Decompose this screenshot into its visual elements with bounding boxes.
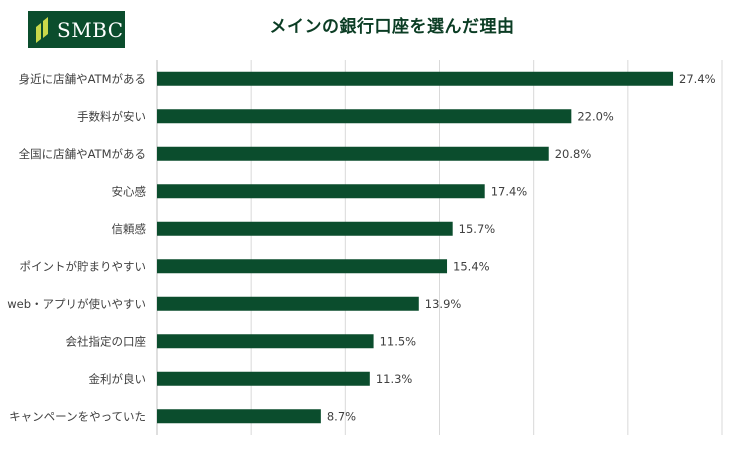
value-label: 27.4% bbox=[679, 72, 716, 86]
bar bbox=[157, 371, 370, 386]
bar bbox=[157, 334, 374, 349]
value-label: 11.3% bbox=[376, 372, 413, 386]
category-label: 金利が良い bbox=[89, 372, 147, 386]
bar bbox=[157, 409, 321, 424]
bar bbox=[157, 259, 448, 274]
value-label: 8.7% bbox=[327, 409, 356, 423]
category-label: ポイントが貯まりやすい bbox=[20, 259, 147, 273]
category-label: キャンペーンをやっていた bbox=[9, 409, 146, 423]
value-label: 22.0% bbox=[577, 109, 614, 123]
chart-title: メインの銀行口座を選んだ理由 bbox=[269, 17, 515, 37]
category-label: 手数料が安い bbox=[77, 109, 146, 123]
bar bbox=[157, 296, 419, 311]
bar bbox=[157, 146, 549, 161]
value-label: 15.4% bbox=[453, 259, 490, 273]
category-label: 安心感 bbox=[112, 184, 147, 198]
smbc-leaf-mark-icon bbox=[36, 16, 48, 43]
logo-text: SMBC bbox=[57, 17, 124, 42]
value-label: 17.4% bbox=[491, 184, 528, 198]
bar bbox=[157, 71, 674, 86]
value-label: 11.5% bbox=[380, 334, 417, 348]
bar bbox=[157, 221, 453, 236]
category-label: 会社指定の口座 bbox=[66, 334, 147, 348]
category-label: 身近に店舗やATMがある bbox=[19, 72, 146, 86]
category-label: 全国に店舗やATMがある bbox=[19, 147, 146, 161]
value-label: 13.9% bbox=[425, 297, 462, 311]
value-label: 20.8% bbox=[555, 147, 592, 161]
smbc-logo: SMBC bbox=[28, 11, 125, 48]
category-label: web・アプリが使いやすい bbox=[7, 297, 146, 311]
category-label: 信頼感 bbox=[112, 222, 147, 236]
value-label: 15.7% bbox=[459, 222, 496, 236]
bar bbox=[157, 109, 572, 124]
bar bbox=[157, 184, 485, 199]
